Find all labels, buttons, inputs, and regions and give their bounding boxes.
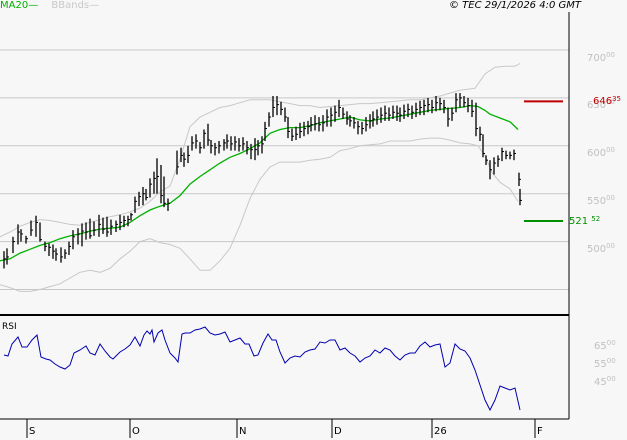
price-axis-label: 55000 xyxy=(587,194,616,207)
price-axis-label: 50000 xyxy=(587,242,616,255)
x-axis-ticks xyxy=(26,419,536,438)
legend: MA20— BBands— xyxy=(0,0,99,12)
bbands-lower-line xyxy=(0,137,519,292)
ohlc-bars xyxy=(3,93,522,269)
support-label: 521 52 xyxy=(569,215,601,227)
copyright-timestamp: © TEC 29/1/2026 4:0 GMT xyxy=(449,0,581,11)
rsi-line xyxy=(3,326,521,412)
rsi-axis-label-55: 5500 xyxy=(594,357,616,370)
x-axis-label: O xyxy=(132,426,140,437)
x-axis-label: F xyxy=(537,426,543,437)
price-gridlines xyxy=(0,49,569,290)
rsi-axis-label-45: 4500 xyxy=(594,375,616,388)
x-axis-label: S xyxy=(29,426,36,437)
resistance-label: 64635 xyxy=(593,95,622,107)
legend-bbands[interactable]: BBands— xyxy=(51,0,100,11)
price-axis-label: 70000 xyxy=(587,51,616,64)
rsi-label: RSI xyxy=(2,322,17,332)
legend-ma20[interactable]: MA20— xyxy=(0,0,39,11)
x-axis-label: N xyxy=(239,426,247,437)
rsi-axis-label-65: 6500 xyxy=(594,339,616,352)
price-axis-label: 60000 xyxy=(587,146,616,159)
x-axis-label: 26 xyxy=(434,426,447,437)
bbands-upper-line xyxy=(0,62,521,238)
price-axis-label: 65000 xyxy=(587,98,616,111)
x-axis-label: D xyxy=(334,426,342,437)
